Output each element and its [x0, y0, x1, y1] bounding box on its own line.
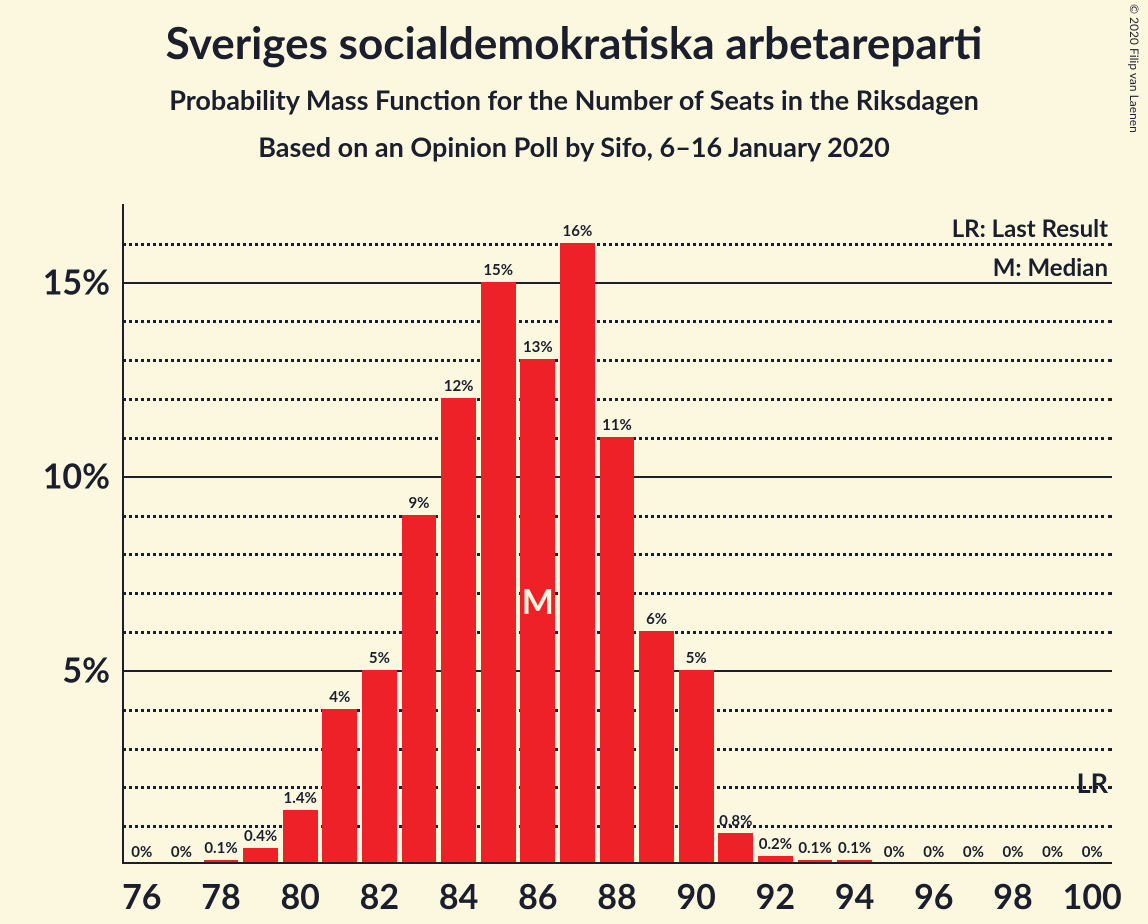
y-axis-label: 10%: [43, 455, 122, 496]
bar-value-label: 4%: [329, 688, 350, 709]
legend-last-result: LR: Last Result: [952, 214, 1108, 243]
bar: 15%: [481, 282, 516, 864]
bar: 12%: [441, 398, 476, 864]
bar: 11%: [600, 437, 635, 864]
bar-value-label: 0%: [171, 843, 192, 864]
bar-value-label: 5%: [686, 649, 707, 670]
bar: 4%: [322, 709, 357, 864]
chart-subtitle-2: Based on an Opinion Poll by Sifo, 6–16 J…: [0, 130, 1148, 163]
bar-value-label: 6%: [646, 610, 667, 631]
gridline-minor: [122, 359, 1112, 362]
bar-value-label: 0.1%: [838, 839, 871, 860]
bar: 6%: [639, 631, 674, 864]
bar-value-label: 0%: [1082, 843, 1103, 864]
bar-value-label: 0%: [1002, 843, 1023, 864]
y-axis-label: 5%: [62, 649, 122, 690]
gridline-minor: [122, 320, 1112, 323]
bar-value-label: 12%: [444, 377, 474, 398]
bar-value-label: 0%: [923, 843, 944, 864]
last-result-marker: LR: [1077, 766, 1108, 799]
gridline-minor: [122, 398, 1112, 401]
bar-value-label: 0%: [131, 843, 152, 864]
bar: 16%: [560, 243, 595, 864]
legend-median: M: Median: [952, 253, 1108, 282]
legend: LR: Last Result M: Median: [952, 214, 1108, 282]
bar-value-label: 0.8%: [719, 812, 752, 833]
x-axis-label: 92: [756, 864, 795, 917]
y-axis-label: 15%: [43, 261, 122, 302]
bar: 1.4%: [283, 810, 318, 864]
bar: 5%: [362, 670, 397, 864]
bar-value-label: 0%: [963, 843, 984, 864]
x-axis-label: 82: [360, 864, 399, 917]
bar-value-label: 13%: [523, 338, 553, 359]
chart-title: Sveriges socialdemokratiska arbetarepart…: [0, 18, 1148, 69]
bar-value-label: 0.2%: [759, 835, 792, 856]
plot-area: 5%10%15%0%0%0.1%0.4%1.4%4%5%9%12%15%13%M…: [122, 204, 1112, 864]
titles: Sveriges socialdemokratiska arbetarepart…: [0, 0, 1148, 163]
x-axis-label: 94: [835, 864, 874, 917]
y-axis: [122, 204, 124, 864]
x-axis-label: 86: [518, 864, 557, 917]
bar-value-label: 0.1%: [798, 839, 831, 860]
bar-value-label: 16%: [563, 222, 593, 243]
bar-value-label: 0.1%: [204, 839, 237, 860]
bar-value-label: 0%: [884, 843, 905, 864]
x-axis-label: 98: [993, 864, 1032, 917]
bar-value-label: 15%: [483, 261, 513, 282]
bar: 13%M: [520, 359, 555, 864]
bar-value-label: 0.4%: [244, 827, 277, 848]
x-axis-label: 80: [280, 864, 319, 917]
bar-chart: 5%10%15%0%0%0.1%0.4%1.4%4%5%9%12%15%13%M…: [122, 204, 1112, 864]
x-axis-label: 78: [201, 864, 240, 917]
x-axis-label: 100: [1063, 864, 1122, 917]
bar: 0.8%: [718, 833, 753, 864]
bar-value-label: 5%: [369, 649, 390, 670]
x-axis-label: 90: [676, 864, 715, 917]
bar: 9%: [402, 515, 437, 864]
bar-value-label: 0%: [1042, 843, 1063, 864]
page-root: © 2020 Filip van Laenen Sveriges sociald…: [0, 0, 1148, 924]
bar-value-label: 9%: [408, 494, 429, 515]
bar: 5%: [679, 670, 714, 864]
copyright-text: © 2020 Filip van Laenen: [1127, 4, 1142, 133]
bar-value-label: 11%: [602, 416, 632, 437]
x-axis-label: 84: [439, 864, 478, 917]
x-axis-label: 88: [597, 864, 636, 917]
bar-value-label: 1.4%: [284, 789, 317, 810]
x-axis-label: 96: [914, 864, 953, 917]
median-marker: M: [522, 581, 554, 622]
x-axis-label: 76: [122, 864, 161, 917]
chart-subtitle-1: Probability Mass Function for the Number…: [0, 83, 1148, 116]
